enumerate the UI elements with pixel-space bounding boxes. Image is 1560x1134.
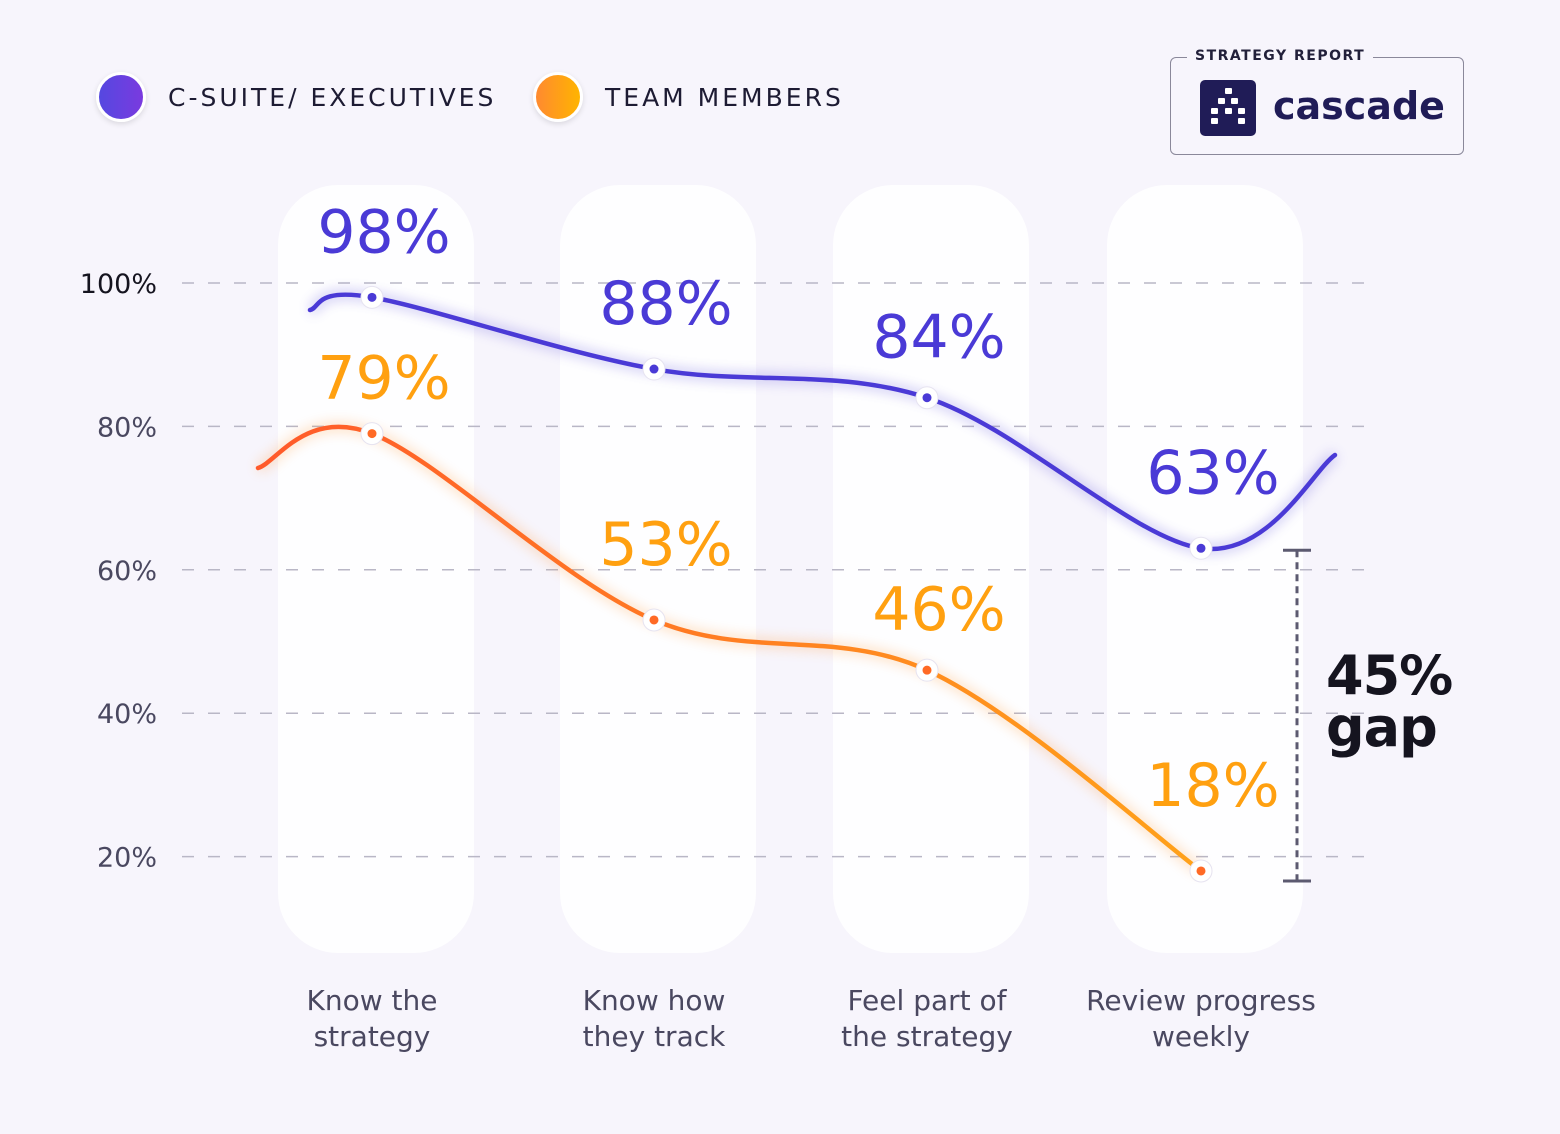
- x-tick-label: the strategy: [841, 1020, 1013, 1053]
- x-tick-label: Know the: [307, 984, 438, 1017]
- data-label: 98%: [317, 197, 450, 267]
- y-tick-label: 20%: [97, 843, 157, 874]
- legend-swatch-csuite: [96, 72, 146, 122]
- x-tick-label: Feel part of: [847, 984, 1007, 1017]
- legend-label-team: TEAM MEMBERS: [605, 82, 844, 112]
- data-point-center: [1196, 866, 1206, 876]
- legend-csuite: C-SUITE/ EXECUTIVES: [96, 72, 496, 122]
- badge-title: STRATEGY REPORT: [1187, 48, 1374, 64]
- x-tick-label: strategy: [314, 1020, 431, 1053]
- category-column: [1107, 185, 1303, 953]
- legend-team: TEAM MEMBERS: [533, 72, 844, 122]
- legend-swatch-team: [533, 72, 583, 122]
- data-label: 18%: [1146, 751, 1279, 821]
- data-point-center: [1196, 543, 1206, 553]
- category-column: [833, 185, 1029, 953]
- y-tick-label: 40%: [97, 699, 157, 730]
- data-label: 88%: [599, 269, 732, 339]
- data-label: 53%: [599, 510, 732, 580]
- data-point-center: [649, 364, 659, 374]
- series-line: [255, 424, 1204, 874]
- category-column: [278, 185, 474, 953]
- legend-label-csuite: C-SUITE/ EXECUTIVES: [168, 82, 497, 112]
- x-tick-label: Review progress: [1086, 984, 1316, 1017]
- y-tick-label: 80%: [97, 412, 157, 443]
- data-label: 63%: [1146, 438, 1279, 508]
- data-label: 46%: [872, 575, 1005, 645]
- strategy-report-badge: STRATEGY REPORT cascade: [1170, 48, 1464, 155]
- data-label: 84%: [872, 303, 1005, 373]
- x-tick-label: they track: [583, 1020, 726, 1053]
- brand-name: cascade: [1273, 84, 1445, 128]
- data-point-center: [922, 665, 932, 675]
- cascade-logo-icon: [1200, 80, 1256, 136]
- data-point-center: [367, 292, 377, 302]
- y-tick-label: 100%: [80, 269, 157, 300]
- data-point-center: [649, 615, 659, 625]
- x-tick-label: weekly: [1152, 1020, 1250, 1053]
- gap-annotation: 45% gap: [1326, 644, 1453, 759]
- data-point-center: [367, 429, 377, 439]
- gap-label: gap: [1326, 696, 1438, 759]
- gap-value: 45%: [1326, 644, 1453, 707]
- data-point-center: [922, 393, 932, 403]
- y-tick-label: 60%: [97, 556, 157, 587]
- data-label: 79%: [317, 344, 450, 414]
- x-tick-label: Know how: [583, 984, 726, 1017]
